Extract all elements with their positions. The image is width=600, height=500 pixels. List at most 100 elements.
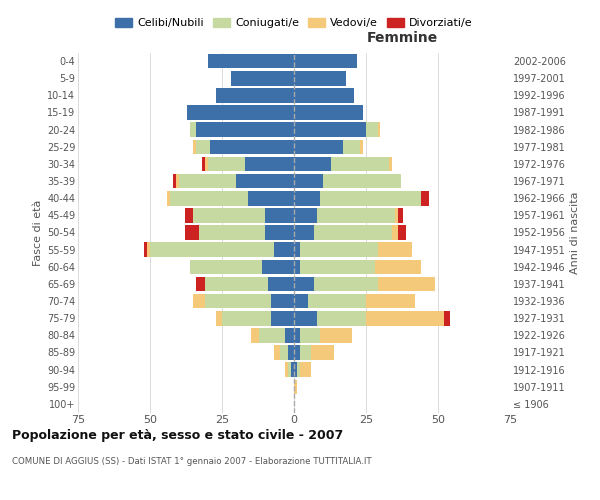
Bar (291, 362, 294, 377)
Bar (236, 174, 294, 188)
Bar (193, 208, 265, 222)
Bar (294, 156, 331, 171)
Bar (199, 225, 265, 240)
Bar (297, 362, 300, 377)
Bar (251, 328, 259, 342)
Bar (308, 294, 366, 308)
Bar (271, 311, 294, 326)
Bar (286, 362, 288, 377)
Bar (205, 294, 271, 308)
Bar (248, 191, 294, 206)
Bar (366, 311, 444, 326)
Bar (294, 208, 317, 222)
Bar (167, 191, 170, 206)
Bar (288, 345, 294, 360)
Bar (300, 362, 311, 377)
Bar (190, 122, 196, 137)
Bar (176, 174, 179, 188)
Bar (323, 174, 401, 188)
Bar (300, 260, 374, 274)
Bar (331, 156, 389, 171)
Bar (208, 156, 245, 171)
Bar (196, 140, 211, 154)
Bar (208, 54, 294, 68)
Bar (173, 174, 176, 188)
Bar (185, 208, 193, 222)
Bar (398, 225, 406, 240)
Bar (274, 345, 280, 360)
Bar (193, 140, 196, 154)
Bar (268, 276, 294, 291)
Bar (205, 156, 208, 171)
Bar (343, 140, 360, 154)
Bar (314, 276, 377, 291)
Bar (259, 328, 286, 342)
Bar (366, 122, 377, 137)
Bar (294, 345, 300, 360)
Bar (366, 294, 415, 308)
Bar (294, 71, 346, 86)
Bar (294, 294, 308, 308)
Bar (421, 191, 430, 206)
Bar (317, 311, 366, 326)
Bar (286, 328, 294, 342)
Bar (360, 140, 363, 154)
Bar (377, 242, 412, 257)
Bar (389, 156, 392, 171)
Bar (294, 380, 297, 394)
Bar (245, 156, 294, 171)
Bar (300, 242, 377, 257)
Text: Popolazione per età, sesso e stato civile - 2007: Popolazione per età, sesso e stato civil… (12, 430, 343, 442)
Bar (311, 345, 334, 360)
Bar (294, 260, 300, 274)
Bar (147, 242, 150, 257)
Y-axis label: Anni di nascita: Anni di nascita (570, 191, 580, 274)
Bar (294, 242, 300, 257)
Bar (294, 276, 314, 291)
Bar (294, 191, 320, 206)
Bar (230, 71, 294, 86)
Bar (320, 191, 421, 206)
Bar (294, 140, 343, 154)
Bar (374, 260, 421, 274)
Bar (377, 122, 380, 137)
Bar (300, 345, 311, 360)
Text: COMUNE DI AGGIUS (SS) - Dati ISTAT 1° gennaio 2007 - Elaborazione TUTTITALIA.IT: COMUNE DI AGGIUS (SS) - Dati ISTAT 1° ge… (12, 457, 371, 466)
Bar (294, 88, 355, 102)
Bar (190, 260, 262, 274)
Bar (294, 362, 297, 377)
Bar (216, 88, 294, 102)
Bar (317, 208, 395, 222)
Text: Femmine: Femmine (367, 32, 437, 46)
Bar (170, 191, 248, 206)
Bar (265, 208, 294, 222)
Bar (211, 140, 294, 154)
Bar (274, 242, 294, 257)
Bar (150, 242, 274, 257)
Bar (314, 225, 392, 240)
Bar (320, 328, 352, 342)
Legend: Celibi/Nubili, Coniugati/e, Vedovi/e, Divorziati/e: Celibi/Nubili, Coniugati/e, Vedovi/e, Di… (111, 13, 477, 32)
Bar (395, 208, 398, 222)
Bar (280, 345, 288, 360)
Bar (202, 156, 205, 171)
Bar (193, 294, 205, 308)
Bar (216, 311, 222, 326)
Bar (294, 225, 314, 240)
Bar (262, 260, 294, 274)
Bar (294, 54, 358, 68)
Bar (222, 311, 271, 326)
Bar (294, 105, 363, 120)
Bar (288, 362, 291, 377)
Bar (294, 174, 323, 188)
Y-axis label: Fasce di età: Fasce di età (32, 200, 43, 266)
Bar (187, 105, 294, 120)
Bar (196, 122, 294, 137)
Bar (294, 328, 300, 342)
Bar (185, 225, 199, 240)
Bar (271, 294, 294, 308)
Bar (444, 311, 449, 326)
Bar (205, 276, 268, 291)
Bar (294, 311, 317, 326)
Bar (398, 208, 403, 222)
